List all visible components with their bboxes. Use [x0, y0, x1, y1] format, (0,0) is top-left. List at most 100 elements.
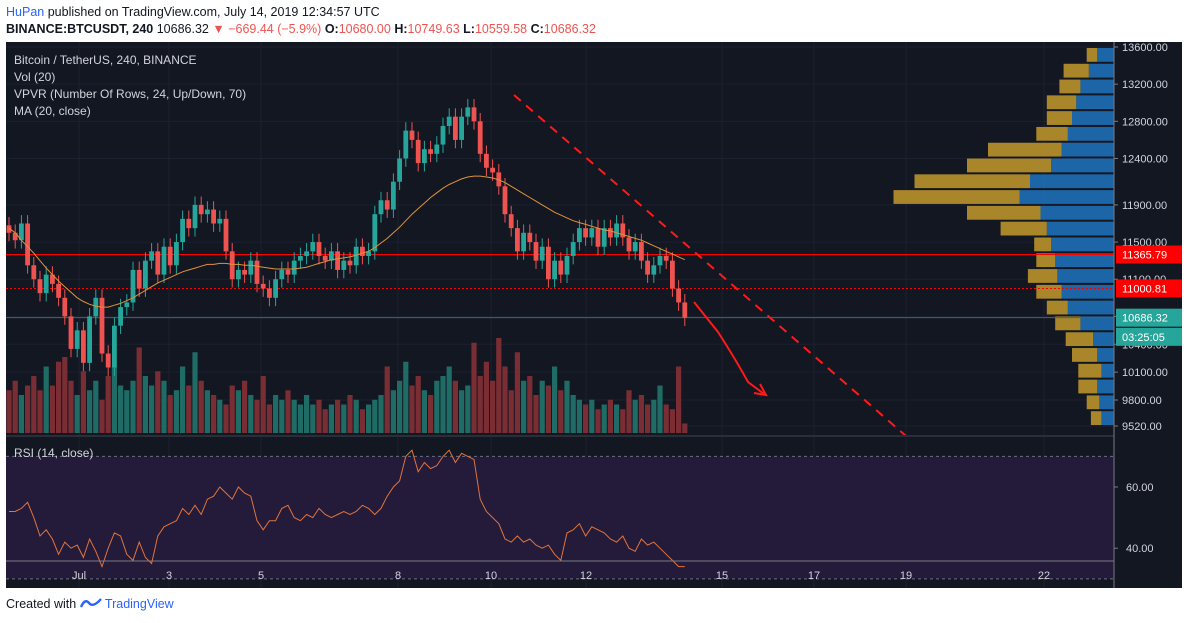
candle-body: [570, 242, 576, 257]
price-tick-label: 9800.00: [1122, 395, 1162, 407]
tradingview-logo-icon: [79, 597, 105, 611]
volume-bar: [198, 380, 204, 433]
vpvr-down-bar: [1036, 284, 1062, 299]
volume-bar: [37, 390, 43, 433]
candle: [353, 238, 359, 274]
price-tick-label: 13200.00: [1122, 79, 1168, 91]
vpvr-up-bar: [1101, 363, 1114, 378]
volume-bar: [601, 404, 607, 433]
candle-body: [50, 274, 55, 284]
candle: [465, 99, 471, 126]
volume-bar: [328, 404, 334, 433]
price-chart-svg[interactable]: 13600.00 13200.00 12800.00 12400.00 11900.00…: [6, 42, 1182, 588]
vpvr-legend: VPVR (Number Of Rows, 24, Up/Down, 70): [14, 87, 246, 101]
volume-bar: [6, 390, 12, 433]
vpvr-down-bar: [1046, 95, 1077, 110]
volume-bar: [49, 385, 55, 433]
candle: [143, 252, 148, 297]
vpvr-down-bar: [1055, 316, 1081, 331]
candle: [471, 99, 477, 130]
candle-body: [180, 218, 185, 243]
candle-body: [645, 260, 650, 275]
tradingview-brand-link[interactable]: TradingView: [104, 597, 174, 611]
dashed-trendline[interactable]: [513, 94, 907, 437]
volume-bar: [471, 342, 477, 433]
price-change: ▼ −669.44 (−5.9%): [212, 22, 322, 36]
volume-bar: [335, 399, 341, 433]
author-link[interactable]: HuPan: [6, 5, 45, 19]
candle-body: [422, 149, 427, 164]
candle: [124, 294, 130, 316]
time-tick-label: 22: [1038, 570, 1050, 582]
volume-bar: [80, 371, 86, 433]
candle: [335, 243, 340, 279]
candle-body: [74, 330, 80, 349]
candle: [205, 201, 210, 223]
candle-body: [99, 297, 105, 354]
candle-body: [663, 256, 669, 261]
candle: [81, 321, 86, 372]
vpvr-down-bar: [1000, 221, 1047, 236]
candle: [174, 233, 179, 274]
candle: [112, 317, 117, 376]
candle: [366, 243, 371, 265]
candle-body: [558, 260, 564, 275]
candle-body: [62, 297, 68, 317]
volume-bar: [180, 366, 186, 433]
candle-body: [37, 279, 43, 294]
forecast-arrow[interactable]: [693, 301, 765, 395]
low-label: L:: [463, 22, 475, 36]
candle: [19, 215, 24, 249]
candle-body: [521, 232, 526, 252]
candle: [236, 261, 241, 288]
candle: [186, 210, 192, 237]
candle: [415, 131, 421, 172]
candle-body: [378, 200, 384, 215]
volume-bar: [18, 395, 24, 433]
candle: [298, 247, 303, 270]
volume-bar: [204, 390, 210, 433]
candle-body: [298, 256, 303, 261]
candle: [546, 238, 551, 288]
volume-bar: [372, 399, 378, 433]
candle-body: [366, 251, 371, 257]
candle-body: [552, 260, 557, 280]
volume-bar: [527, 376, 533, 433]
candle-body: [508, 214, 514, 229]
vpvr-down-bar: [1090, 411, 1102, 425]
candle: [285, 261, 291, 283]
candle-body: [484, 153, 489, 168]
volume-bar: [359, 409, 365, 433]
volume-bar: [632, 399, 638, 433]
candle-body: [19, 223, 24, 241]
volume-bar: [149, 385, 155, 433]
volume-bar: [669, 409, 675, 433]
candle-body: [310, 242, 316, 252]
volume-bar: [254, 399, 260, 433]
symbol-label: BINANCE:BTCUSDT, 240: [6, 22, 154, 36]
vpvr-histogram: [893, 48, 1114, 425]
candle: [539, 238, 545, 270]
rsi-tick-label: 60.00: [1126, 482, 1154, 494]
candle-body: [229, 251, 235, 280]
volume-bar: [43, 366, 49, 433]
volume-bar: [118, 385, 124, 433]
candle-body: [353, 246, 359, 266]
time-tick-label: 19: [900, 570, 912, 582]
candle: [533, 233, 539, 270]
volume-bar: [273, 395, 279, 433]
time-axis[interactable]: Jul 3 5 8 10 12 15 17 19 22: [6, 560, 1114, 582]
volume-bar: [347, 395, 353, 433]
candle-body: [546, 246, 551, 280]
candle-body: [477, 121, 483, 154]
candle: [74, 321, 80, 358]
chart-area[interactable]: 13600.00 13200.00 12800.00 12400.00 11900.00…: [6, 42, 1182, 588]
vpvr-down-bar: [1086, 395, 1100, 410]
candle: [329, 243, 334, 270]
candle: [446, 108, 452, 135]
candle: [682, 294, 688, 327]
candle-body: [639, 242, 644, 261]
candle: [291, 252, 297, 283]
candle-body: [25, 223, 30, 266]
candle: [570, 233, 576, 265]
